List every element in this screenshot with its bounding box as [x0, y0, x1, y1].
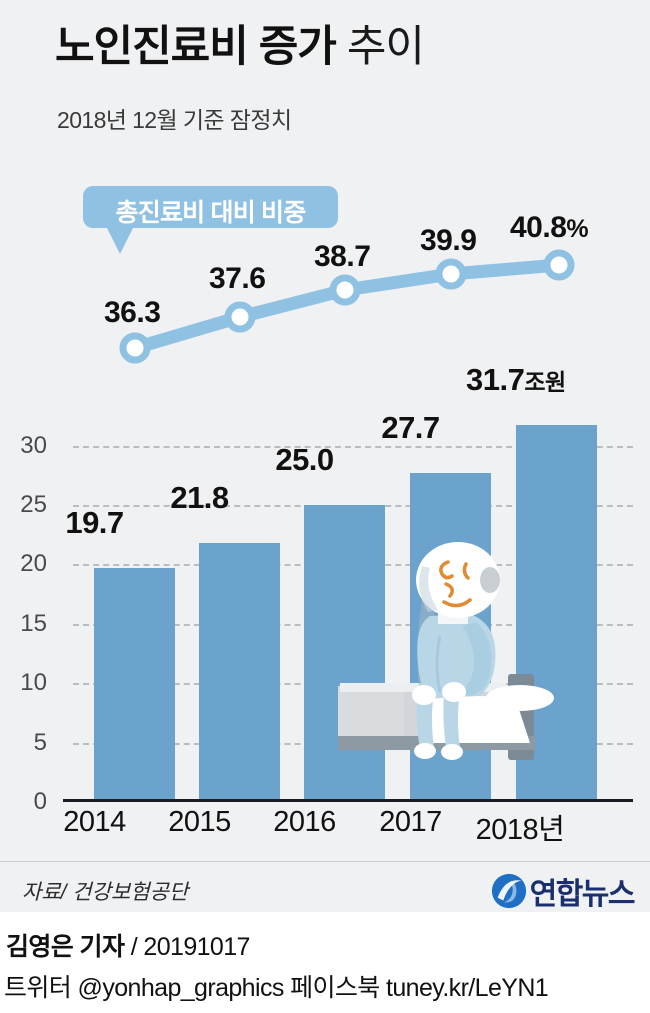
bar-value-2018: 31.7조원 [466, 362, 606, 398]
line-series-callout: 총진료비 대비 비중 [83, 186, 338, 228]
ytick-15: 15 [20, 610, 47, 637]
xlabel-2016: 2016 [273, 806, 336, 838]
xlabel-2018: 2018년 [475, 814, 565, 846]
foot-left-icon [414, 743, 436, 759]
callout-tail-icon [107, 228, 133, 254]
bar-2015[interactable] [199, 543, 280, 802]
bar-value-2017: 27.7 [381, 410, 440, 445]
title-bold-part: 노인진료비 증가 [55, 23, 337, 71]
byline-reporter: 김영은 기자 [6, 933, 125, 961]
line-value-2017: 39.9 [420, 224, 477, 257]
bar-value-2016: 25.0 [275, 442, 334, 477]
head-shadow-icon [419, 566, 438, 612]
face-line-mouth-icon [442, 598, 472, 608]
face-line-eye-left-icon [439, 560, 454, 580]
social-handles: 트위터 @yonhap_graphics 페이스북 tuney.kr/LeYN1 [4, 974, 549, 1002]
byline-date: / 20191017 [130, 933, 251, 961]
hand-right-icon [442, 682, 466, 702]
x-axis-line [63, 799, 633, 802]
source-text: 자료/ 건강보험공단 [22, 881, 189, 904]
ytick-30: 30 [20, 432, 47, 459]
ytick-5: 5 [33, 729, 47, 756]
byline: 김영은 기자 / 20191017 [6, 927, 250, 963]
mattress-left-icon [338, 686, 404, 736]
line-value-2018-number: 40.8 [510, 211, 567, 244]
foot-right-icon [441, 744, 463, 760]
xlabel-2015: 2015 [168, 806, 231, 838]
face-line-eye-right-icon [462, 562, 470, 580]
bar-2016[interactable] [304, 505, 385, 802]
leg-right-icon [443, 690, 460, 748]
bar-value-2018-unit: 조원 [524, 369, 566, 395]
arm-icon [458, 622, 492, 696]
yonhap-logo: 연합뉴스 [490, 871, 636, 911]
pillow-icon [486, 685, 554, 711]
line-series-callout-label: 총진료비 대비 비중 [115, 199, 307, 227]
gridline-30 [73, 446, 633, 448]
ear-icon [480, 567, 500, 593]
ytick-0: 0 [33, 788, 47, 815]
xlabel-2014: 2014 [63, 806, 126, 838]
line-value-2018-unit: % [566, 215, 589, 243]
line-value-2014: 36.3 [104, 296, 161, 329]
bar-value-2014: 19.7 [65, 505, 124, 540]
page-title: 노인진료비 증가 추이 [55, 20, 425, 74]
head-icon [416, 542, 500, 618]
xlabel-2017: 2017 [379, 806, 442, 838]
footer-white-strip [0, 912, 650, 1013]
line-value-2018: 40.8% [510, 211, 589, 245]
page-subtitle: 2018년 12월 기준 잠정치 [57, 107, 292, 133]
footer-divider [0, 861, 650, 862]
ytick-20: 20 [20, 550, 47, 577]
yonhap-logo-icon [491, 873, 526, 909]
bar-value-2015: 21.8 [170, 480, 229, 515]
arm-crease-icon [435, 635, 442, 693]
hand-left-icon [412, 685, 436, 705]
bar-value-2018-number: 31.7 [466, 362, 525, 397]
bar-2014[interactable] [94, 568, 175, 802]
line-value-2015: 37.6 [209, 262, 266, 295]
yonhap-logo-text: 연합뉴스 [529, 878, 636, 911]
ytick-10: 10 [20, 669, 47, 696]
ytick-25: 25 [20, 491, 47, 518]
title-light-part: 추이 [346, 23, 425, 71]
elderly-on-bed-illustration [338, 542, 554, 760]
line-value-2016: 38.7 [314, 240, 371, 273]
face-line-nose-icon [444, 582, 454, 598]
